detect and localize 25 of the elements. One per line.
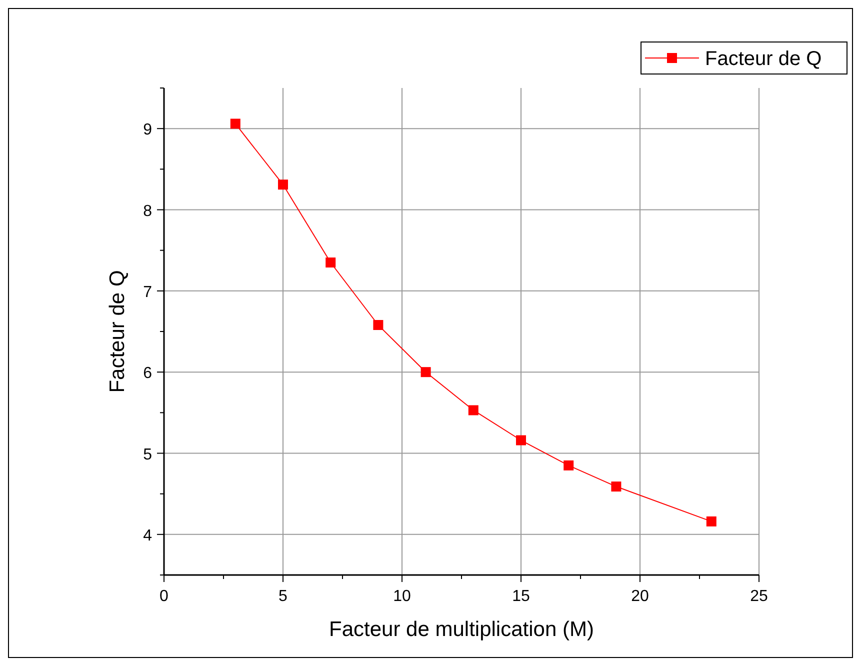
y-axis-title: Facteur de Q (106, 270, 129, 393)
x-axis-title: Facteur de multiplication (M) (329, 618, 594, 641)
point (230, 118, 240, 129)
x-tick-label: 20 (631, 588, 649, 605)
point (420, 367, 431, 378)
point (516, 435, 526, 446)
point (468, 405, 478, 416)
x-tick-label: 10 (393, 588, 411, 605)
point (278, 180, 288, 190)
point (326, 258, 336, 268)
y-tick-label: 9 (143, 122, 152, 139)
x-tick-label: 0 (160, 588, 169, 605)
y-tick-label: 6 (143, 365, 152, 382)
y-tick-label: 4 (143, 527, 152, 544)
x-tick-label: 5 (278, 588, 288, 605)
y-tick-label: 5 (143, 446, 152, 464)
x-tick-label: 15 (512, 588, 530, 605)
legend-label: Facteur de Q (705, 48, 822, 70)
x-tick-label: 25 (750, 588, 768, 605)
point (706, 516, 716, 526)
y-tick-label: 7 (143, 284, 152, 301)
point (564, 460, 574, 470)
y-tick-label: 8 (143, 202, 152, 220)
point (373, 320, 384, 330)
point (611, 482, 622, 492)
